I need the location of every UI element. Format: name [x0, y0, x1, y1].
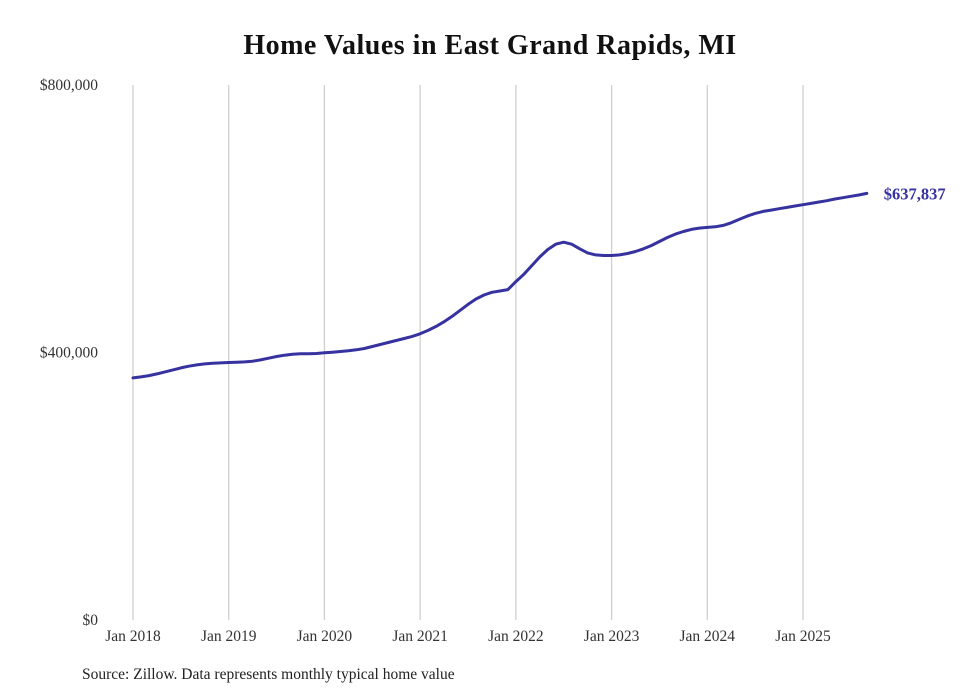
x-tick-label: Jan 2024 — [680, 628, 736, 645]
x-tick-label: Jan 2019 — [201, 628, 257, 645]
end-label-layer: $637,837 — [884, 184, 946, 203]
home-value-series-line — [131, 191, 869, 380]
chart-title: Home Values in East Grand Rapids, MI — [243, 30, 737, 61]
y-tick-label: $400,000 — [40, 345, 98, 362]
series-layer — [131, 191, 869, 380]
y-tick-label: $0 — [83, 612, 99, 629]
last-value-label: $637,837 — [884, 184, 946, 203]
y-tick-label: $800,000 — [40, 77, 98, 94]
axis-labels-layer: Jan 2018 Jan 2019 Jan 2020 Jan 2021 Jan 2022… — [40, 77, 831, 645]
x-tick-label: Jan 2022 — [488, 628, 544, 645]
source-note: Source: Zillow. Data represents monthly … — [82, 666, 455, 683]
x-tick-label: Jan 2023 — [584, 628, 640, 645]
x-tick-label: Jan 2018 — [105, 628, 161, 645]
x-tick-label: Jan 2020 — [297, 628, 353, 645]
x-tick-label: Jan 2021 — [392, 628, 448, 645]
gridlines-layer — [132, 85, 804, 620]
x-tick-label: Jan 2025 — [775, 628, 831, 645]
